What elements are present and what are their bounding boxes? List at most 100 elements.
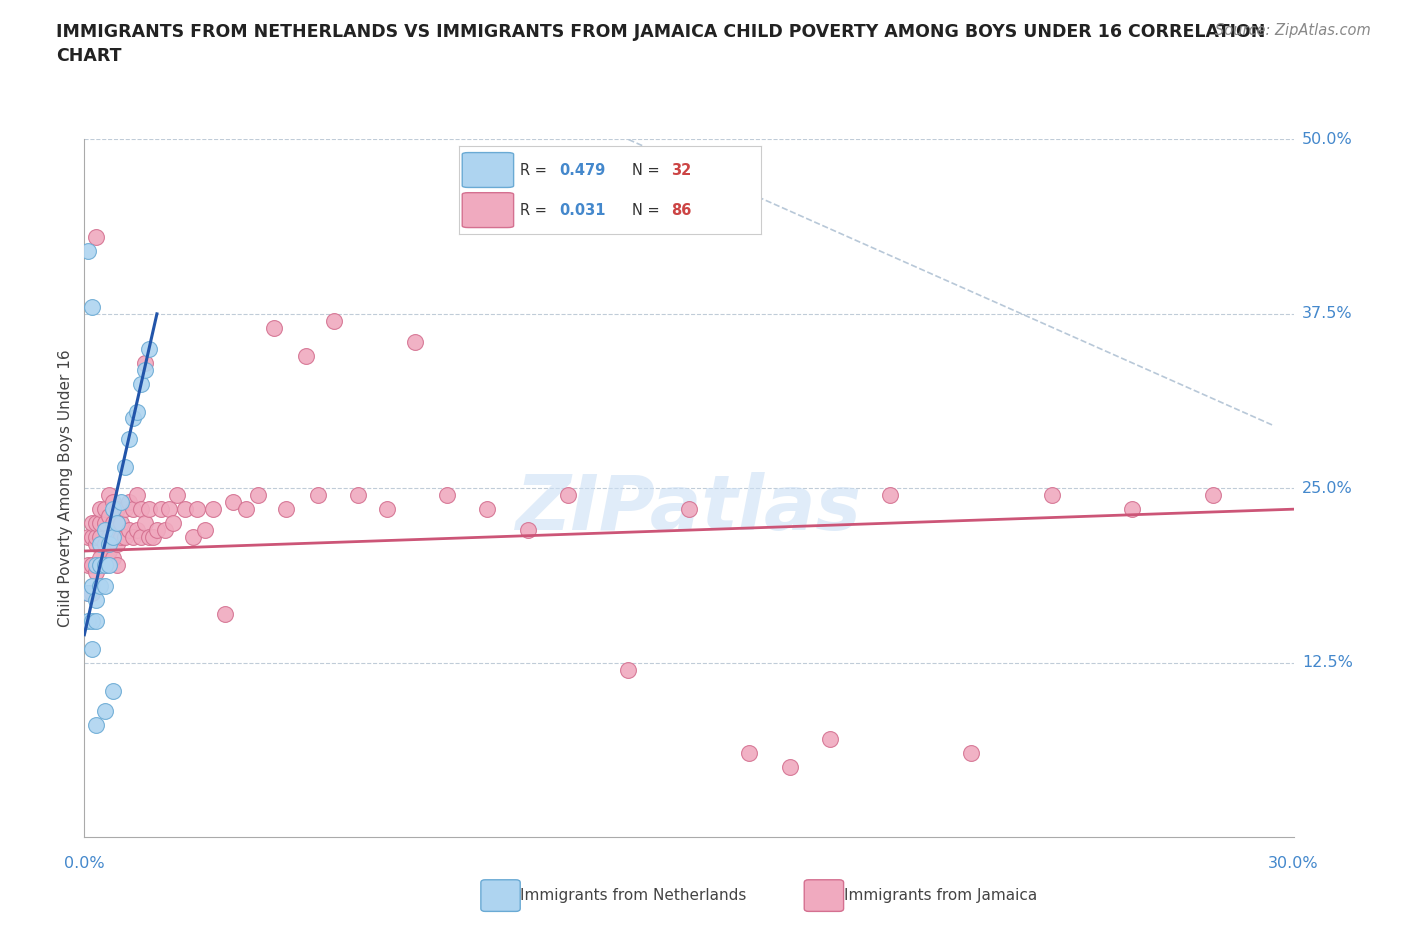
Point [93, 537, 115, 551]
Point [295, 349, 318, 364]
Point [82, 530, 104, 545]
Point [89, 537, 111, 551]
Point [114, 460, 136, 474]
Point [86, 614, 108, 629]
Point [105, 515, 128, 530]
Point [129, 502, 152, 517]
Point [138, 530, 160, 545]
Point [82, 558, 104, 573]
Point [89, 551, 111, 565]
Text: Immigrants from Netherlands: Immigrants from Netherlands [520, 888, 747, 903]
Point [82, 578, 104, 593]
Text: 0.0%: 0.0% [65, 857, 104, 871]
Point [105, 502, 128, 517]
Point [134, 362, 156, 378]
Point [121, 411, 143, 426]
Point [149, 502, 172, 517]
Point [86, 537, 108, 551]
Point [77, 614, 100, 629]
Point [77, 586, 100, 601]
Point [138, 341, 160, 356]
Point [166, 488, 188, 503]
Point [142, 530, 165, 545]
Point [186, 502, 208, 517]
Point [86, 515, 108, 530]
Text: 12.5%: 12.5% [1302, 655, 1353, 671]
Point [101, 683, 124, 698]
Point [86, 718, 108, 733]
Text: IMMIGRANTS FROM NETHERLANDS VS IMMIGRANTS FROM JAMAICA CHILD POVERTY AMONG BOYS : IMMIGRANTS FROM NETHERLANDS VS IMMIGRANT… [56, 23, 1265, 65]
Point [89, 558, 111, 573]
Point [89, 578, 111, 593]
Point [82, 614, 104, 629]
Point [110, 495, 132, 510]
Point [162, 515, 184, 530]
Point [101, 495, 124, 510]
Point [174, 502, 197, 517]
Point [153, 523, 176, 538]
Point [101, 551, 124, 565]
Y-axis label: Child Poverty Among Boys Under 16: Child Poverty Among Boys Under 16 [58, 350, 73, 627]
Point [134, 515, 156, 530]
Point [323, 313, 346, 328]
Point [97, 537, 120, 551]
Text: 37.5%: 37.5% [1302, 306, 1353, 322]
Point [125, 488, 148, 503]
Point [202, 502, 225, 517]
Point [97, 530, 120, 545]
Point [93, 515, 115, 530]
Point [114, 530, 136, 545]
Point [114, 502, 136, 517]
Point [82, 586, 104, 601]
Point [1040, 488, 1063, 503]
Point [617, 662, 640, 677]
Point [77, 530, 100, 545]
Point [307, 488, 329, 503]
Point [134, 355, 156, 370]
Point [86, 530, 108, 545]
Point [89, 502, 111, 517]
Point [181, 530, 204, 545]
Point [125, 523, 148, 538]
Point [77, 586, 100, 601]
Point [129, 530, 152, 545]
Point [118, 495, 141, 510]
Point [97, 543, 120, 558]
Point [97, 509, 120, 524]
Point [105, 537, 128, 551]
Point [101, 530, 124, 545]
Point [77, 558, 100, 573]
Point [105, 515, 128, 530]
Point [121, 502, 143, 517]
Text: 50.0%: 50.0% [1302, 132, 1353, 147]
Point [146, 523, 169, 538]
Point [101, 530, 124, 545]
Point [121, 530, 143, 545]
Point [93, 523, 115, 538]
Point [960, 746, 983, 761]
Point [235, 502, 257, 517]
Point [557, 488, 579, 503]
Point [818, 732, 841, 747]
Point [274, 502, 297, 517]
Point [1202, 488, 1225, 503]
Point [222, 495, 245, 510]
Point [93, 558, 115, 573]
Text: 30.0%: 30.0% [1268, 857, 1319, 871]
Point [779, 760, 801, 775]
Point [125, 404, 148, 418]
Point [110, 515, 132, 530]
Point [375, 502, 398, 517]
Point [97, 488, 120, 503]
Point [89, 530, 111, 545]
Point [93, 578, 115, 593]
Point [404, 334, 426, 349]
Point [214, 606, 236, 621]
Text: ZIPatlas: ZIPatlas [516, 472, 862, 546]
Point [157, 502, 180, 517]
Point [86, 565, 108, 579]
Text: Immigrants from Jamaica: Immigrants from Jamaica [844, 888, 1036, 903]
Point [82, 515, 104, 530]
Point [97, 558, 120, 573]
Point [82, 299, 104, 314]
